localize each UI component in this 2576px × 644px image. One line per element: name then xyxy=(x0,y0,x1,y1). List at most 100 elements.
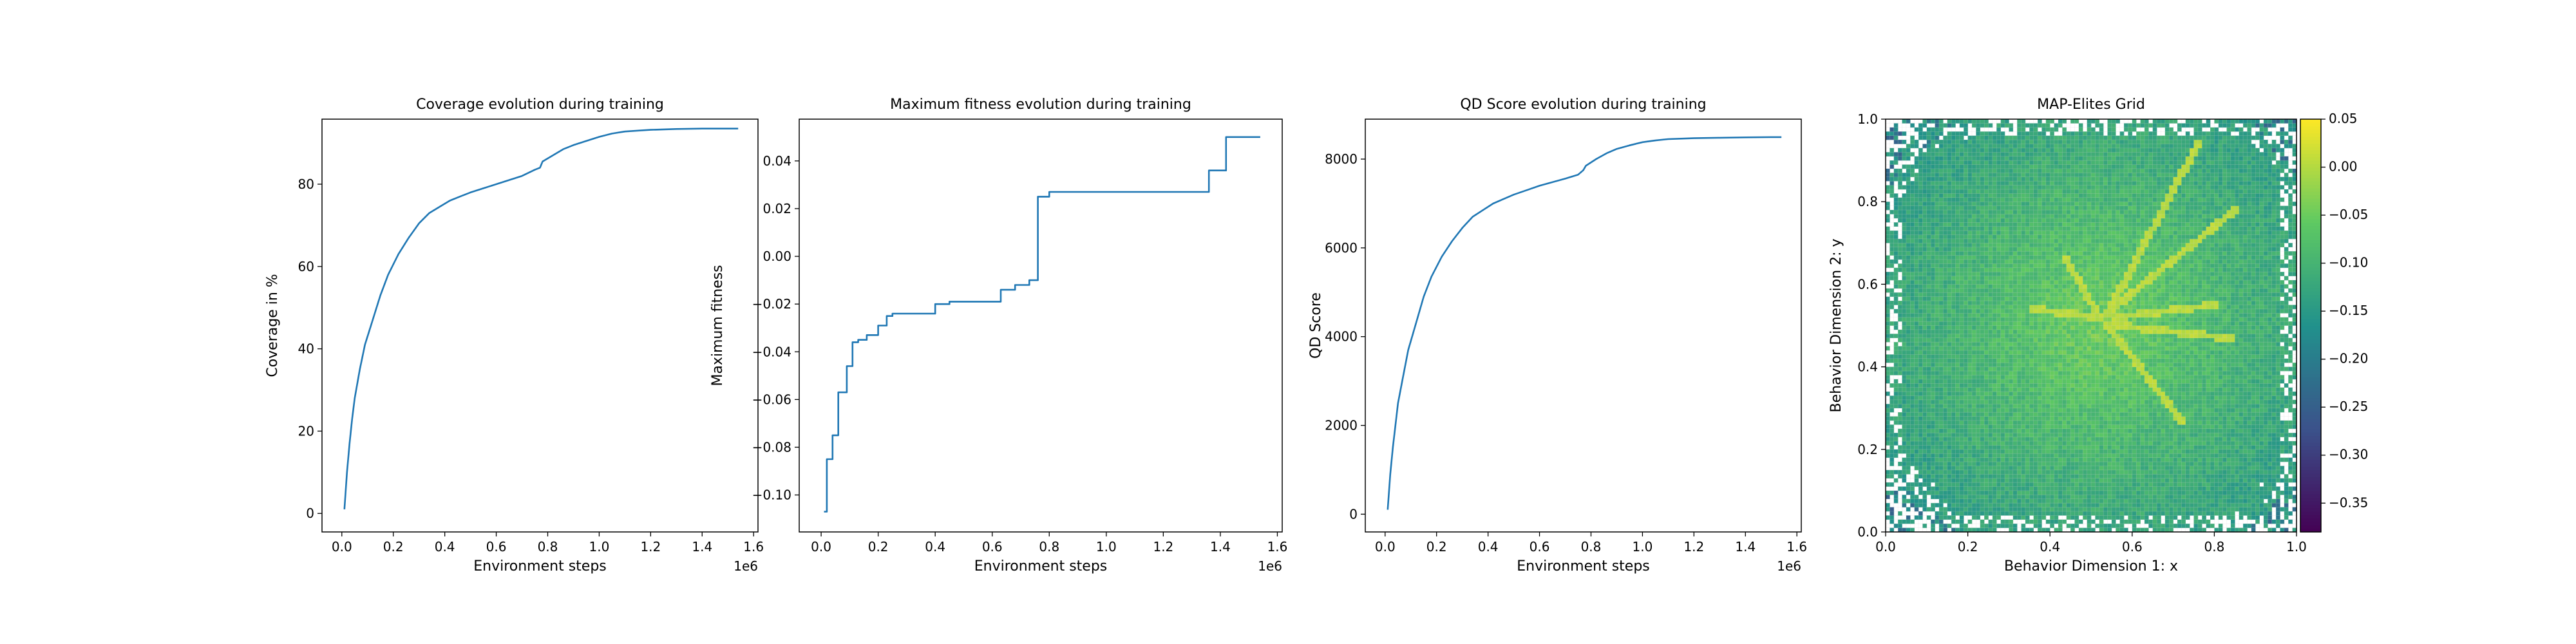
heatmap-cell xyxy=(1992,308,1997,314)
heatmap-cell xyxy=(1955,156,1960,161)
heatmap-cell xyxy=(1938,469,1944,475)
heatmap-cell xyxy=(1971,346,1976,351)
cov-xtick-label: 0.0 xyxy=(332,539,352,554)
heatmap-cell xyxy=(1889,449,1895,454)
heatmap-cell xyxy=(2083,226,2087,231)
heatmap-cell xyxy=(1922,168,1927,173)
heatmap-cell xyxy=(1938,478,1944,483)
heatmap-cell xyxy=(1914,243,1919,248)
heatmap-cell xyxy=(2033,222,2038,227)
cov-x-offset-label: 1e6 xyxy=(734,558,758,574)
heatmap-cell xyxy=(2017,189,2022,194)
heatmap-cell xyxy=(2025,144,2030,149)
heatmap-cell xyxy=(2041,453,2047,458)
heatmap-cell xyxy=(1971,251,1976,256)
fit-ytick-label: 0.00 xyxy=(762,249,791,264)
heatmap-cell xyxy=(2066,308,2071,314)
heatmap-cell xyxy=(2062,462,2067,466)
heatmap-cell xyxy=(1971,276,1976,281)
heatmap-cell xyxy=(1926,308,1931,314)
heatmap-cell xyxy=(1980,226,1985,231)
heatmap-cell xyxy=(2070,168,2075,173)
heatmap-cell xyxy=(2041,457,2047,462)
cov-ytick-label: 60 xyxy=(298,259,314,274)
heatmap-cell xyxy=(1959,231,1964,235)
heatmap-cell xyxy=(1889,445,1895,450)
heatmap-cell xyxy=(2091,173,2096,178)
heatmap-cell xyxy=(2058,466,2063,471)
heatmap-cell xyxy=(1931,243,1935,248)
heatmap-cell xyxy=(2009,490,2014,495)
heatmap-cell xyxy=(1988,416,1993,421)
heatmap-cell xyxy=(1938,383,1944,388)
heatmap-cell xyxy=(2017,366,2022,372)
heatmap-cell xyxy=(2087,119,2092,124)
heatmap-cell xyxy=(1947,147,1952,153)
heatmap-cell xyxy=(2078,437,2083,442)
heatmap-cell xyxy=(2045,234,2050,240)
heatmap-cell xyxy=(2099,511,2104,516)
heatmap-cell xyxy=(1980,371,1985,375)
heatmap-cell xyxy=(1886,214,1890,219)
heatmap-cell xyxy=(1935,205,1940,211)
heatmap-cell xyxy=(1906,164,1911,169)
heatmap-cell xyxy=(2087,152,2092,156)
heatmap-cell xyxy=(2066,337,2071,343)
heatmap-cell xyxy=(2070,176,2075,182)
heatmap-cell xyxy=(1902,222,1907,227)
heatmap-cell xyxy=(1910,337,1915,343)
heatmap-cell xyxy=(1935,395,1940,401)
heatmap-cell xyxy=(2029,358,2034,363)
heatmap-cell xyxy=(1967,259,1973,264)
heatmap-cell xyxy=(1893,222,1899,227)
heatmap-cell xyxy=(1984,507,1989,512)
heatmap-cell xyxy=(2009,424,2014,430)
heatmap-cell xyxy=(2078,363,2083,367)
heatmap-cell xyxy=(1967,329,1973,334)
heatmap-cell xyxy=(2091,147,2096,153)
heatmap-cell xyxy=(2025,197,2030,202)
heatmap-cell xyxy=(1980,296,1985,301)
heatmap-cell xyxy=(1980,144,1985,149)
heatmap-cell xyxy=(1889,371,1895,375)
heatmap-cell xyxy=(2029,231,2034,235)
heatmap-cell xyxy=(1910,296,1915,301)
heatmap-cell xyxy=(1955,346,1960,351)
heatmap-cell xyxy=(1926,205,1931,211)
heatmap-cell xyxy=(2066,202,2071,206)
heatmap-cell xyxy=(1935,160,1940,165)
heatmap-cell xyxy=(1935,251,1940,256)
heatmap-cell xyxy=(1947,259,1952,264)
heatmap-cell xyxy=(1935,197,1940,202)
heatmap-cell xyxy=(1906,279,1911,285)
heatmap-cell xyxy=(2000,147,2005,153)
heatmap-cell xyxy=(2029,363,2034,367)
heatmap-cell xyxy=(1967,214,1973,219)
heatmap-cell xyxy=(2017,354,2022,359)
heatmap-cell xyxy=(2045,284,2050,289)
heatmap-cell xyxy=(1964,449,1968,454)
heatmap-cell xyxy=(2009,140,2014,144)
heatmap-cell xyxy=(2000,358,2005,363)
heatmap-cell xyxy=(1926,445,1931,450)
heatmap-cell xyxy=(1992,263,1997,269)
heatmap-cell xyxy=(1943,507,1947,512)
heatmap-cell xyxy=(2074,358,2079,363)
heatmap-cell xyxy=(2033,433,2038,437)
heatmap-cell xyxy=(1935,449,1940,454)
heatmap-cell xyxy=(1898,210,1902,214)
heatmap-cell xyxy=(1947,168,1952,173)
heatmap-cell xyxy=(1938,399,1944,404)
heatmap-cell xyxy=(2062,420,2067,425)
heatmap-cell xyxy=(1914,156,1919,161)
heatmap-cell xyxy=(2009,247,2014,252)
heatmap-cell xyxy=(2000,279,2005,285)
heatmap-cell xyxy=(1943,193,1947,198)
heatmap-cell xyxy=(2029,279,2034,285)
heatmap-cell xyxy=(1996,408,2001,413)
heatmap-cell xyxy=(2070,276,2075,281)
heatmap-cell xyxy=(2099,519,2104,524)
heatmap-cell xyxy=(1918,498,1923,504)
heatmap-cell xyxy=(2054,234,2059,240)
heatmap-cell xyxy=(2038,202,2042,206)
